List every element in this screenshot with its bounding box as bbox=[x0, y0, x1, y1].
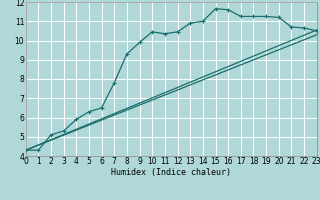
X-axis label: Humidex (Indice chaleur): Humidex (Indice chaleur) bbox=[111, 168, 231, 177]
